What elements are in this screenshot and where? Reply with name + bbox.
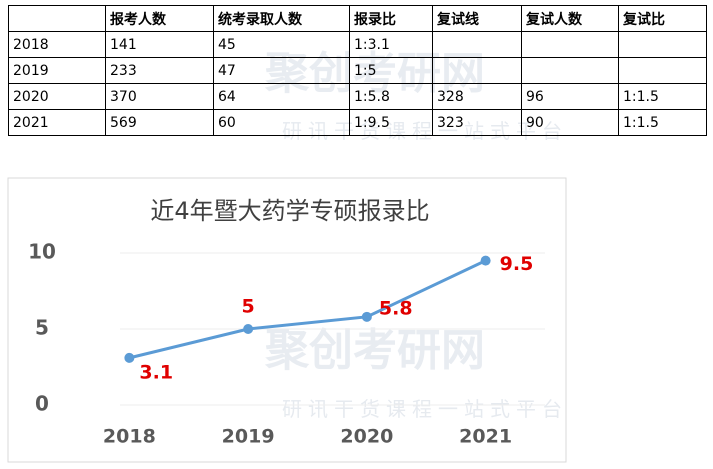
x-tick-label: 2019: [222, 426, 275, 448]
table-cell: 2020: [8, 83, 106, 110]
table-cell: 复试比: [618, 5, 707, 32]
y-tick-label: 0: [35, 392, 49, 416]
table-cell: 569: [105, 109, 214, 136]
table-cell: 复试线: [432, 5, 522, 32]
table-row: 2018 141 45 1:3.1: [8, 31, 707, 58]
table-row: 2021 569 60 1:9.5 323 90 1:1.5: [8, 109, 707, 136]
table-cell: 328: [432, 83, 522, 110]
table-cell: 96: [521, 83, 619, 110]
table-row: 2020 370 64 1:5.8 328 96 1:1.5: [8, 83, 707, 110]
data-label: 3.1: [139, 361, 173, 383]
table-cell: [618, 31, 707, 58]
data-point: [124, 352, 135, 363]
x-tick-label: 2021: [459, 426, 512, 448]
table-cell: 2021: [8, 109, 106, 136]
table-cell: [521, 31, 619, 58]
watermark-slogan: 研讯干货课程一站式平台: [282, 397, 568, 421]
table-cell: 64: [213, 83, 350, 110]
data-point: [480, 255, 491, 266]
table-cell: 1:5.8: [349, 83, 433, 110]
table-row: 2019 233 47 1:5: [8, 57, 707, 84]
table-cell: 90: [521, 109, 619, 136]
series-line: [129, 259, 487, 360]
data-label: 5.8: [379, 297, 413, 319]
table-cell: 45: [213, 31, 350, 58]
table-row: 报考人数 统考录取人数 报录比 复试线 复试人数 复试比: [8, 5, 707, 32]
y-tick-label: 5: [35, 316, 49, 340]
table-cell: 60: [213, 109, 350, 136]
chart-title: 近4年暨大药学专硕报录比: [150, 197, 429, 225]
table-cell: 2018: [8, 31, 106, 58]
table-cell: 1:1.5: [618, 109, 707, 136]
watermark-brand: 聚创考研网: [264, 325, 485, 376]
table-cell: [432, 57, 522, 84]
data-label: 9.5: [500, 253, 534, 275]
y-tick-label: 10: [28, 240, 56, 264]
table-cell: 323: [432, 109, 522, 136]
chart-frame: [7, 177, 567, 463]
x-tick-label: 2018: [103, 426, 156, 448]
data-point: [243, 324, 254, 334]
data-label: 5: [242, 296, 255, 318]
data-point: [361, 311, 372, 322]
table-cell: 报考人数: [105, 5, 214, 32]
x-tick-label: 2020: [340, 426, 393, 448]
data-table: 报考人数 统考录取人数 报录比 复试线 复试人数 复试比 2018 141 45 1:3.1 201…: [8, 5, 707, 136]
table-cell: 1:9.5: [349, 109, 433, 136]
table-cell: 2019: [8, 57, 106, 84]
table-cell: [618, 57, 707, 84]
table-cell: 370: [105, 83, 214, 110]
